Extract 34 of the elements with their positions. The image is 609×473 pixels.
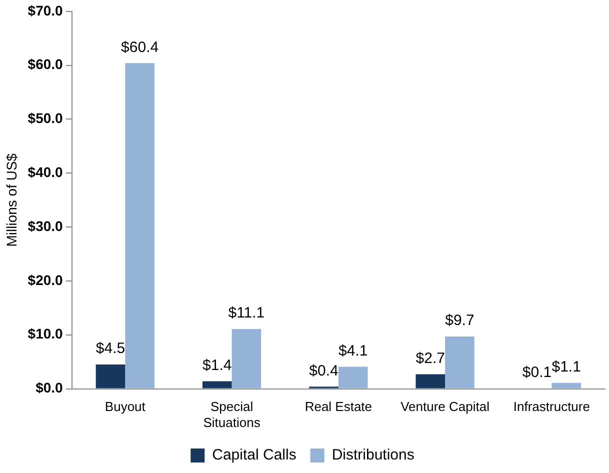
bar: [232, 328, 262, 388]
data-label: $4.5: [96, 340, 126, 358]
x-tick-label: Special Situations: [203, 399, 261, 430]
data-label: $1.4: [202, 356, 232, 374]
data-label: $11.1: [228, 304, 265, 322]
bar: [125, 63, 154, 388]
x-tick-label: Venture Capital: [400, 399, 490, 414]
data-label: $60.4: [121, 38, 159, 56]
x-tick-label: Infrastructure: [513, 399, 590, 414]
bar: [338, 366, 368, 388]
y-tick-label: $50.0: [28, 110, 64, 126]
y-tick-label: $70.0: [28, 2, 64, 18]
bar: [202, 381, 232, 388]
y-tick-label: $20.0: [28, 272, 64, 288]
bar: [445, 336, 474, 388]
data-label: $1.1: [552, 358, 581, 376]
y-tick-label: $0.0: [36, 380, 64, 396]
y-tick-label: $40.0: [28, 164, 64, 180]
bar: [552, 382, 582, 388]
y-tick-label: $60.0: [28, 56, 64, 72]
legend-label: Distributions: [332, 446, 414, 464]
bar: [96, 364, 126, 388]
bar: [416, 374, 446, 388]
y-axis-title: Millions of US$: [3, 153, 20, 247]
data-label: $2.7: [416, 350, 445, 367]
data-label: $9.7: [445, 312, 474, 330]
x-tick-label: Real Estate: [304, 399, 372, 414]
data-label: $4.1: [338, 342, 368, 360]
data-label: $0.4: [309, 362, 338, 380]
legend-label: Capital Calls: [212, 446, 296, 464]
data-label: $0.1: [522, 364, 552, 381]
y-tick-label: $30.0: [28, 218, 64, 234]
y-tick-label: $10.0: [28, 326, 64, 342]
x-tick-label: Buyout: [104, 399, 146, 414]
